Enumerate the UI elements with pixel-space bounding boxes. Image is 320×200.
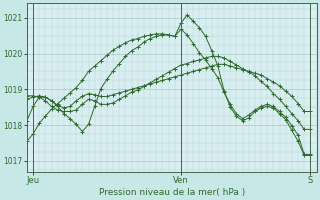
X-axis label: Pression niveau de la mer( hPa ): Pression niveau de la mer( hPa ) [99,188,245,197]
